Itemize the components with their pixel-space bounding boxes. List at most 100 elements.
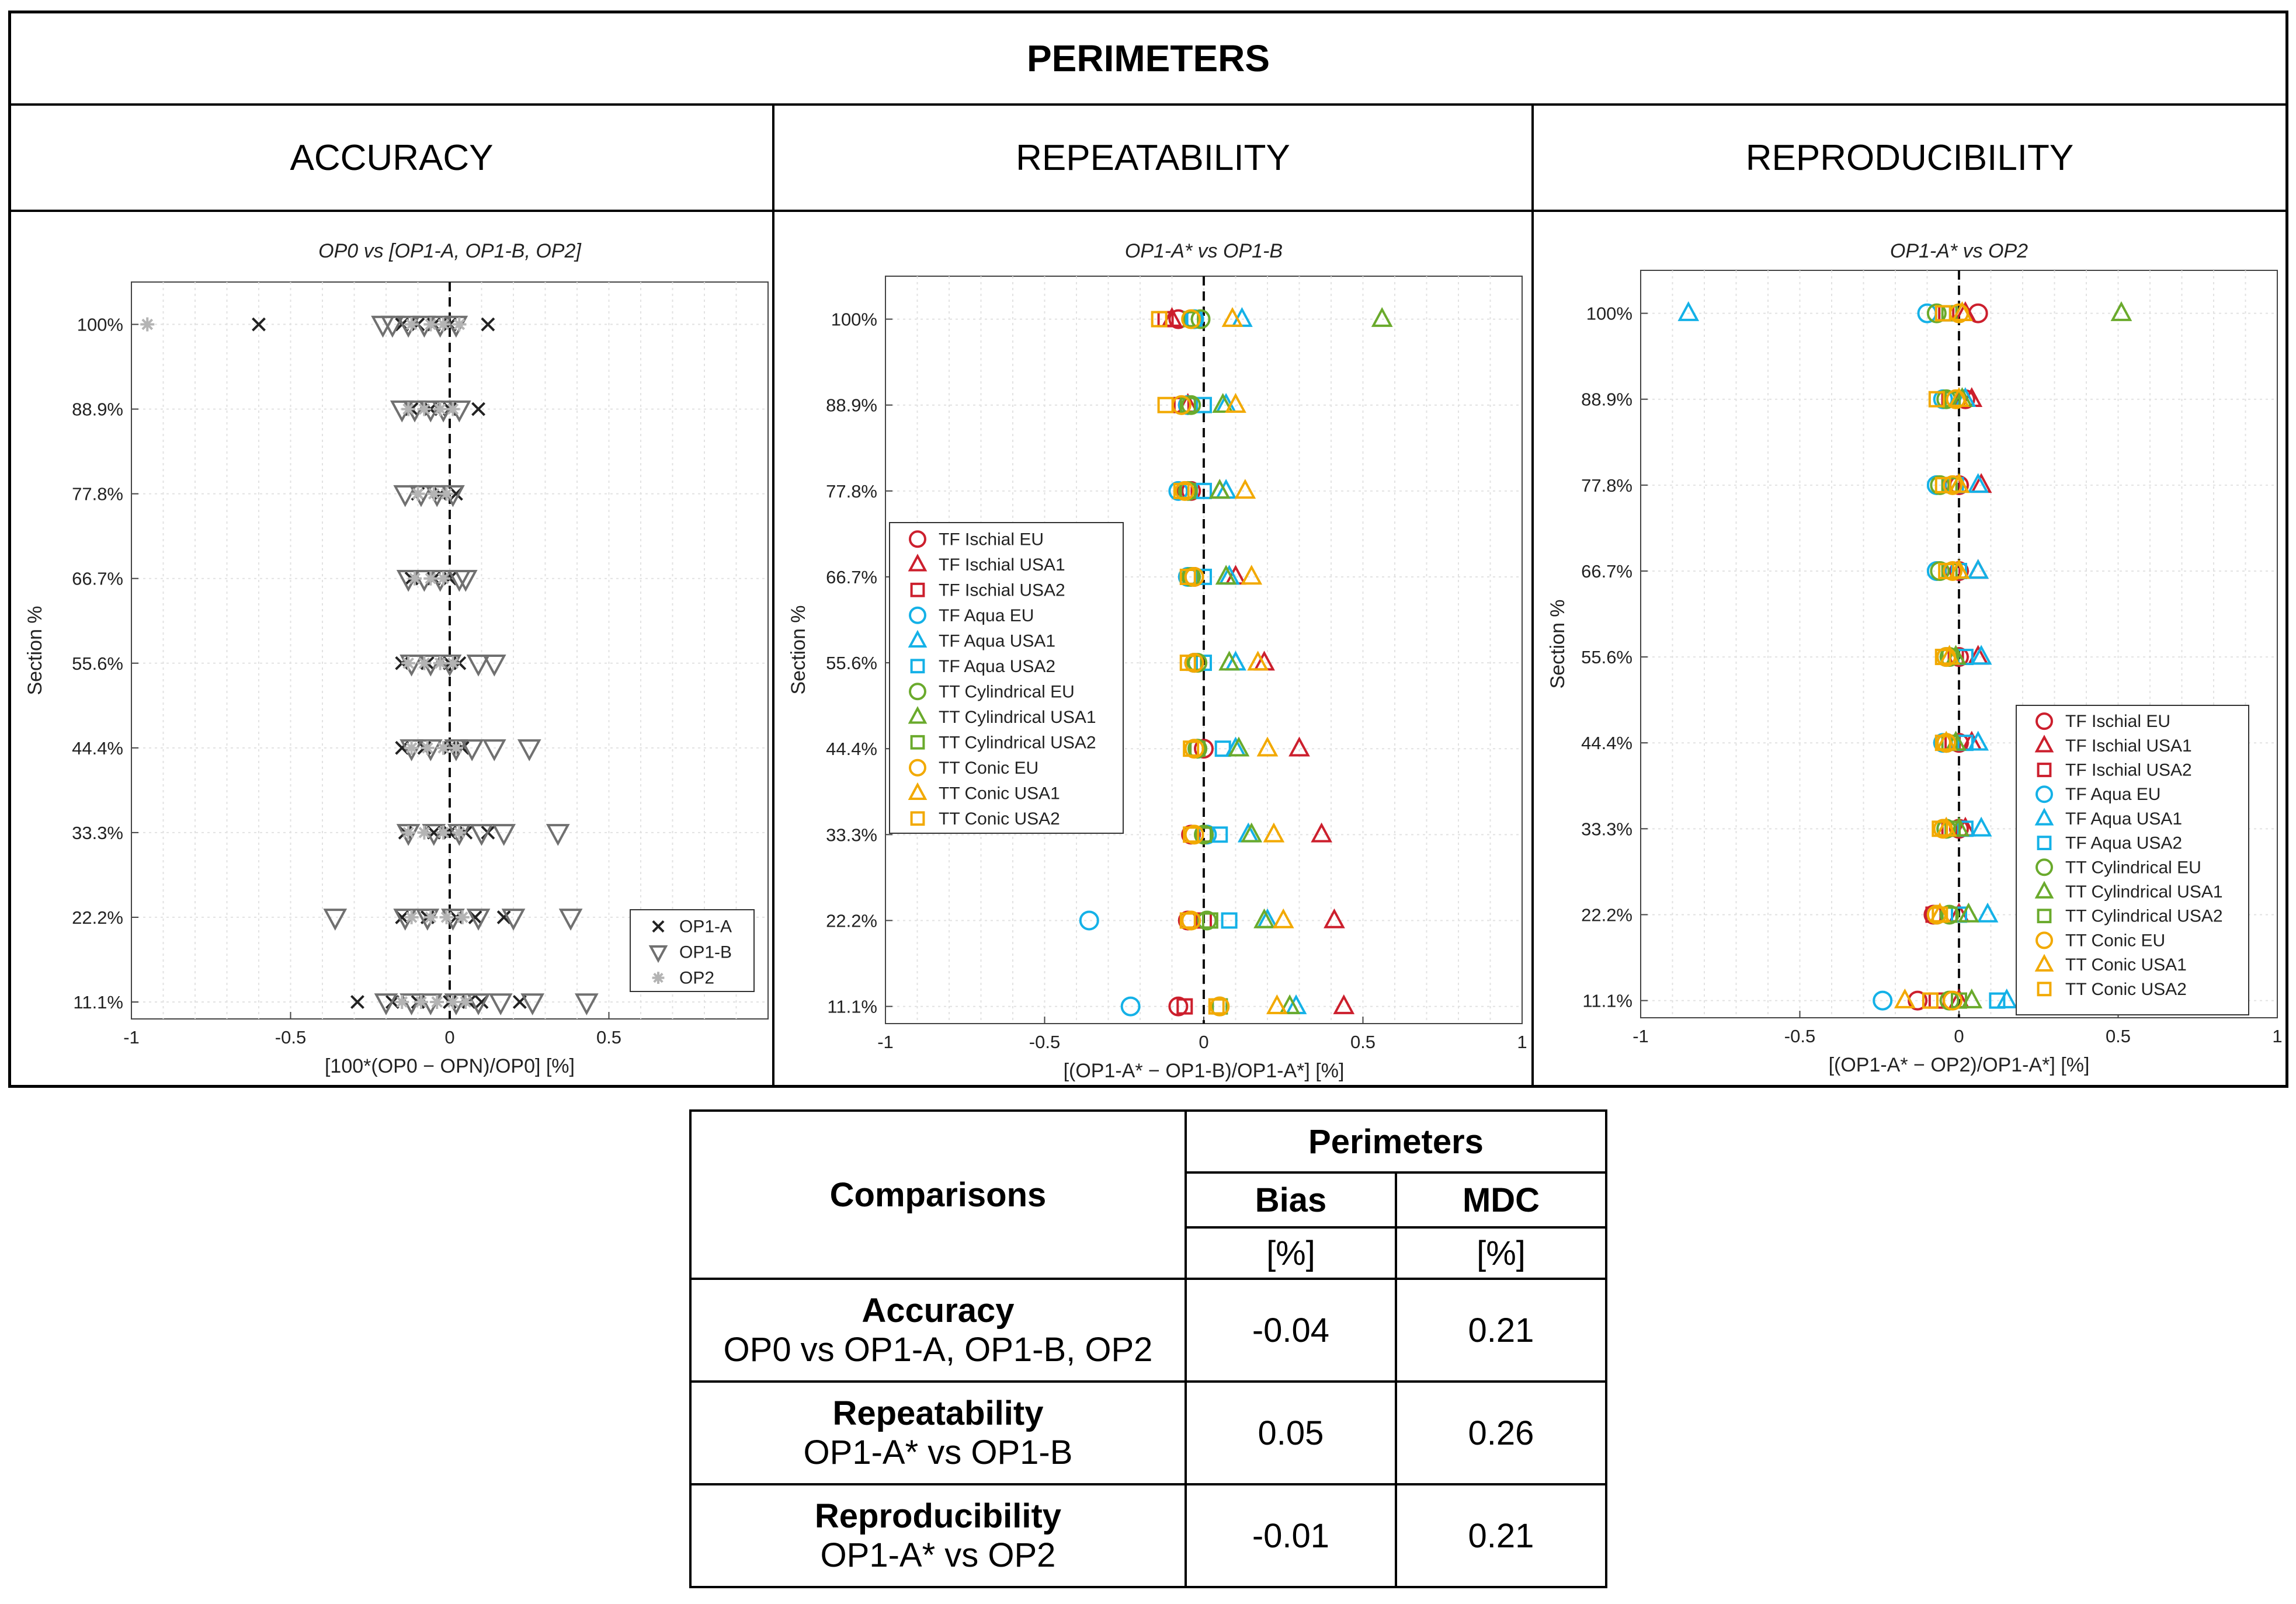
x-tick-label: 0 [1954,1026,1964,1046]
data-point [1894,988,1916,1008]
y-tick-label: 66.7% [826,567,877,587]
column-header-reproducibility: REPRODUCIBILITY [1534,106,2285,212]
data-point [1948,473,1970,493]
data-point [496,910,511,924]
legend-label: TT Conic EU [939,758,1038,778]
legend-label: TT Cylindrical EU [2065,858,2201,877]
data-point [460,739,484,761]
x-axis-label: [100*(OP0 − OPN)/OP0] [%] [325,1055,575,1077]
y-tick-label: 88.9% [72,399,123,420]
data-point [393,485,418,507]
y-tick-label: 44.4% [72,738,123,758]
data-point [323,909,348,931]
x-tick-label: 0.5 [1350,1032,1375,1052]
data-point [1930,475,1950,495]
data-point [1212,392,1234,413]
data-point [1194,739,1214,759]
data-point [1948,387,1970,407]
data-point [1926,303,1947,323]
legend-label: TF Ischial EU [2065,712,2170,731]
data-point [1208,998,1225,1015]
data-point [2110,301,2132,321]
legend-marker [2034,881,2054,899]
data-point [1196,568,1212,585]
legend: TF Ischial EU TF Ischial USA1 TF Ischial U… [889,522,1124,834]
data-point [423,571,438,586]
data-point [1677,301,1700,321]
data-point [1951,301,1973,321]
row-label: Repeatability OP1-A* vs OP1-B [689,1380,1187,1485]
data-point [574,993,599,1015]
y-tick-label: 88.9% [826,395,877,416]
table-row: Repeatability OP1-A* vs OP1-B 0.05 0.26 [689,1380,1608,1485]
data-point [1957,902,1979,923]
data-point [417,825,432,840]
row-name: Reproducibility [814,1497,1062,1535]
data-point [401,656,416,670]
legend-label: TF Aqua EU [2065,785,2160,804]
column-divider [1531,106,1534,1085]
data-point [1184,739,1204,759]
data-point [1194,824,1214,845]
legend-marker [652,920,665,933]
data-point [404,910,419,924]
column-header-accuracy: ACCURACY [11,106,772,212]
legend-marker [909,758,926,777]
data-point [417,656,432,670]
data-point [1928,391,1945,408]
y-tick-label: 77.8% [826,481,877,502]
x-tick-label: -0.5 [1029,1032,1060,1052]
data-point [1184,824,1204,845]
row-label: Reproducibility OP1-A* vs OP2 [689,1483,1187,1588]
y-tick-label: 66.7% [72,569,123,589]
y-tick-label: 22.2% [1581,904,1632,925]
legend-label: TT Cylindrical EU [939,682,1075,701]
data-point [439,910,454,924]
y-tick-label: 55.6% [826,653,877,673]
y-tick-label: 11.1% [1582,991,1632,1011]
legend-label: TT Cylindrical USA2 [939,733,1096,752]
legend-label: OP2 [679,969,714,988]
data-point [1234,479,1256,499]
data-point [492,824,516,846]
data-point [404,317,419,332]
x-tick-label: 0.5 [596,1027,621,1048]
data-point [1288,736,1310,757]
data-point [1873,990,1893,1011]
data-point [558,909,583,931]
data-point [1943,561,1963,581]
data-points [140,315,599,1015]
legend-label: TT Conic USA1 [939,784,1060,803]
figure-title: PERIMETERS [11,13,2285,106]
data-point [1371,307,1393,327]
data-point [1181,309,1201,329]
data-point [1196,826,1212,843]
data-point [1197,910,1217,931]
y-tick-label: 66.7% [1581,561,1632,582]
column-header-repeatability: REPEATABILITY [774,106,1531,212]
data-point [1311,822,1333,843]
legend-marker [910,659,925,674]
data-point [1938,562,1955,579]
y-tick-label: 100% [77,315,123,335]
data-point [452,317,467,332]
y-tick-label: 55.6% [1581,647,1632,667]
data-point [1215,565,1237,585]
data-point [1948,559,1970,579]
data-point [433,402,447,416]
data-point [1266,994,1288,1014]
data-point [1157,396,1174,413]
legend-label: TF Aqua EU [939,606,1034,625]
data-points [1079,307,1393,1017]
data-point [1943,990,1963,1011]
data-point [446,402,460,416]
legend-label: OP1-B [679,943,732,962]
data-point [1996,988,2018,1008]
data-point [446,994,460,1009]
y-tick-label: 22.2% [826,910,877,931]
data-point [436,571,451,586]
y-axis-label: Section % [1547,599,1569,688]
data-point [350,995,364,1009]
y-tick-label: 77.8% [1581,475,1632,496]
data-point [446,656,460,670]
